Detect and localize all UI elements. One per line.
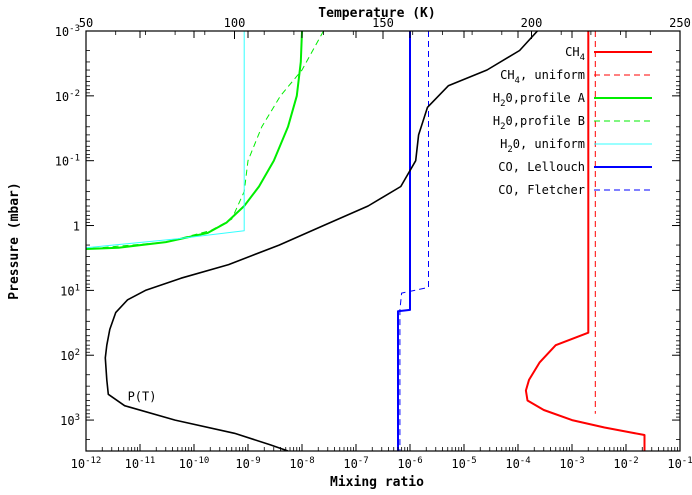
x-bottom-tick-label: 10-8 [289,456,314,471]
series-line-3 [86,31,324,250]
y-tick-label: 101 [60,283,80,298]
x-bottom-tick-label: 10-6 [397,456,422,471]
x-bottom-tick-label: 10-7 [343,456,368,471]
x-top-tick-label: 200 [521,16,543,30]
temperature-profile-line [104,31,538,451]
series-line-5 [397,31,411,451]
x-top-axis-title: Temperature (K) [318,6,435,21]
y-tick-label: 1 [73,220,80,234]
series-line-2 [86,31,303,250]
x-bottom-axis-title: Mixing ratio [330,475,424,490]
legend-label-2: H20,profile A [493,91,586,109]
x-top-tick-label: 250 [669,16,691,30]
y-tick-label: 10-3 [55,24,80,39]
x-bottom-tick-label: 10-10 [179,456,210,471]
y-tick-label: 103 [60,413,80,428]
x-bottom-tick-label: 10-1 [667,456,692,471]
x-top-tick-label: 150 [372,16,394,30]
x-bottom-tick-label: 10-12 [71,456,102,471]
series-line-0 [524,31,646,451]
x-bottom-tick-label: 10-5 [451,456,476,471]
y-tick-label: 10-2 [55,89,80,104]
x-bottom-tick-label: 10-3 [559,456,584,471]
series-line-4 [86,31,245,249]
series-group [86,31,646,451]
legend-label-0: CH4 [565,45,585,63]
x-bottom-tick-label: 10-4 [505,456,530,471]
legend-label-1: CH4, uniform [500,68,585,86]
y-tick-label: 10-1 [55,154,80,169]
x-top-tick-label: 100 [224,16,246,30]
y-tick-label: 102 [60,348,80,363]
pt-profile-label: P(T) [128,390,157,404]
legend-label-4: H20, uniform [500,137,585,155]
series-line-6 [399,31,429,451]
x-top-tick-label: 50 [79,16,93,30]
legend-label-6: CO, Fletcher [498,183,585,197]
x-bottom-tick-label: 10-9 [235,456,260,471]
x-bottom-tick-label: 10-11 [125,456,156,471]
x-bottom-tick-label: 10-2 [613,456,638,471]
y-axis-title: Pressure (mbar) [7,182,22,299]
legend-label-3: H20,profile B [493,114,585,132]
legend-label-5: CO, Lellouch [498,160,585,174]
